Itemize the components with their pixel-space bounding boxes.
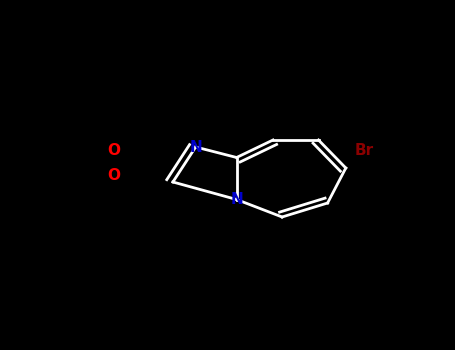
Text: O: O — [107, 143, 120, 158]
Text: N: N — [230, 192, 243, 207]
Text: N: N — [189, 140, 202, 154]
Text: Br: Br — [354, 143, 374, 158]
Text: O: O — [107, 168, 120, 182]
